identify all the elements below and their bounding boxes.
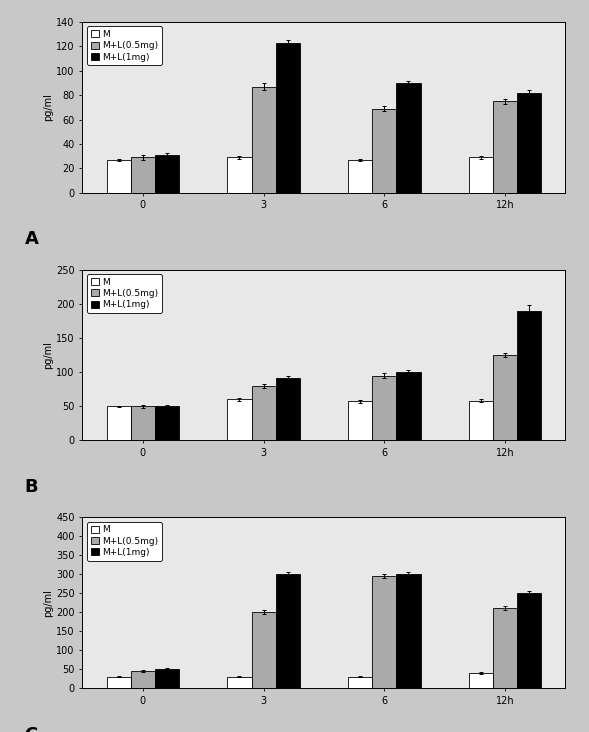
Bar <box>372 576 396 688</box>
Bar <box>493 608 517 688</box>
Bar <box>396 574 421 688</box>
Bar <box>276 42 300 193</box>
Bar <box>517 593 541 688</box>
Bar <box>107 160 131 193</box>
Bar <box>276 378 300 441</box>
Bar <box>131 671 155 688</box>
Bar <box>227 400 252 441</box>
Bar <box>155 155 179 193</box>
Bar <box>469 401 493 441</box>
Bar <box>372 376 396 441</box>
Bar <box>469 673 493 688</box>
Bar <box>252 86 276 193</box>
Legend: M, M+L(0.5mg), M+L(1mg): M, M+L(0.5mg), M+L(1mg) <box>87 274 162 313</box>
Bar <box>396 83 421 193</box>
Bar <box>276 574 300 688</box>
Y-axis label: pg/ml: pg/ml <box>44 94 54 122</box>
Bar <box>227 157 252 193</box>
Bar <box>493 355 517 441</box>
Bar <box>252 612 276 688</box>
Bar <box>252 386 276 441</box>
Bar <box>348 676 372 688</box>
Bar <box>107 676 131 688</box>
Text: C: C <box>25 725 38 732</box>
Text: A: A <box>25 231 38 248</box>
Bar <box>517 93 541 193</box>
Bar <box>348 401 372 441</box>
Bar <box>396 372 421 441</box>
Bar <box>517 310 541 441</box>
Bar <box>131 157 155 193</box>
Bar <box>372 108 396 193</box>
Bar <box>469 157 493 193</box>
Y-axis label: pg/ml: pg/ml <box>44 341 54 369</box>
Bar <box>493 101 517 193</box>
Bar <box>227 676 252 688</box>
Bar <box>155 669 179 688</box>
Bar <box>131 406 155 441</box>
Bar <box>155 406 179 441</box>
Bar <box>107 406 131 441</box>
Legend: M, M+L(0.5mg), M+L(1mg): M, M+L(0.5mg), M+L(1mg) <box>87 26 162 65</box>
Legend: M, M+L(0.5mg), M+L(1mg): M, M+L(0.5mg), M+L(1mg) <box>87 522 162 561</box>
Y-axis label: pg/ml: pg/ml <box>44 589 54 616</box>
Text: B: B <box>25 478 38 496</box>
Bar <box>348 160 372 193</box>
